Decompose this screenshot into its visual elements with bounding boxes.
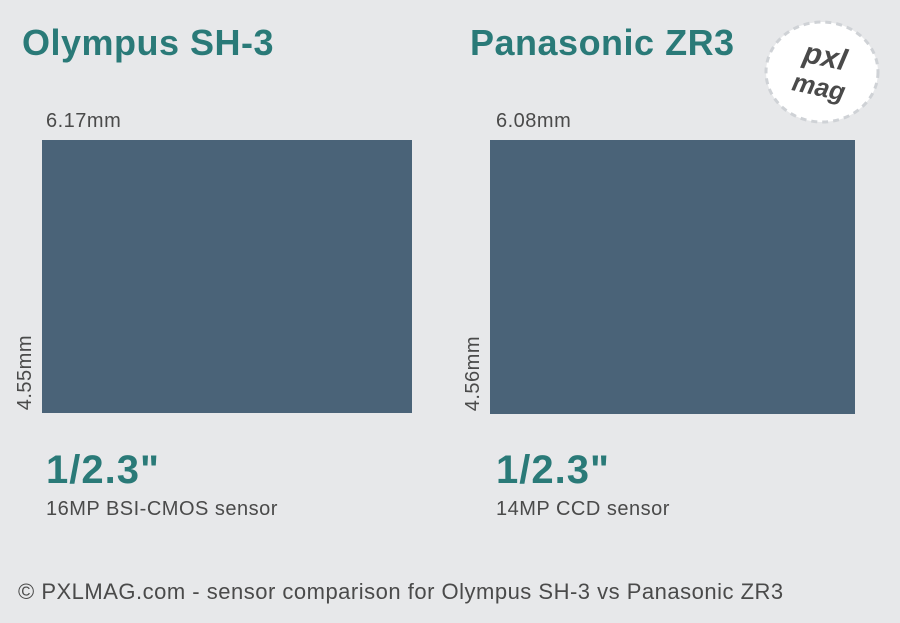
size-label-right: 1/2.3" (496, 448, 610, 493)
panel-left: Olympus SH-3 (22, 22, 274, 64)
sensor-rect-right (490, 140, 855, 414)
panel-right: Panasonic ZR3 (470, 22, 735, 64)
sensor-desc-right: 14MP CCD sensor (496, 498, 670, 521)
size-label-left: 1/2.3" (46, 448, 160, 493)
width-label-left: 6.17mm (46, 110, 121, 133)
width-label-right: 6.08mm (496, 110, 571, 133)
height-label-right: 4.56mm (462, 336, 485, 411)
sensor-desc-left: 16MP BSI-CMOS sensor (46, 498, 278, 521)
camera-title-right: Panasonic ZR3 (470, 22, 735, 64)
camera-title-left: Olympus SH-3 (22, 22, 274, 64)
logo-icon: pxl mag (762, 18, 882, 126)
footer-text: © PXLMAG.com - sensor comparison for Oly… (18, 579, 784, 605)
height-label-left: 4.55mm (14, 335, 37, 410)
sensor-rect-left (42, 140, 412, 413)
